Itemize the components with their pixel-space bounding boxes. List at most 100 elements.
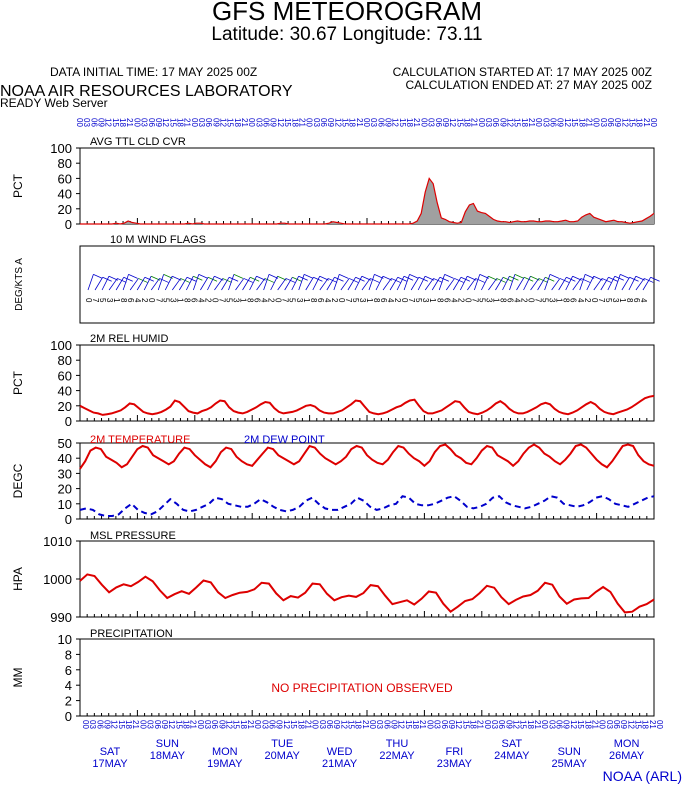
time-label-bottom: 21 bbox=[476, 720, 485, 729]
wind-barb bbox=[192, 274, 200, 291]
time-label-top: 03 bbox=[82, 118, 91, 127]
cloud-cover-line bbox=[80, 177, 655, 225]
wind-barb bbox=[368, 274, 375, 291]
time-label-bottom: 21 bbox=[418, 720, 427, 729]
time-label-top: 21 bbox=[412, 118, 421, 127]
time-label-top: 18 bbox=[577, 118, 586, 127]
time-label-bottom: 18 bbox=[239, 720, 248, 729]
wind-barb-flag bbox=[303, 274, 314, 279]
time-label-top: 03 bbox=[140, 118, 149, 127]
time-label-top: 09 bbox=[211, 118, 220, 127]
time-label-top: 03 bbox=[254, 118, 263, 127]
time-label-top: 06 bbox=[434, 118, 443, 127]
wind-barb bbox=[157, 274, 165, 291]
wind-speed-label: 1 bbox=[618, 298, 627, 303]
wind-speed-label: 6 bbox=[189, 298, 198, 303]
time-label-top: 15 bbox=[283, 118, 292, 127]
wind-barb bbox=[263, 274, 270, 291]
page-title: GFS METEOROGRAM bbox=[211, 0, 483, 26]
wind-barb bbox=[558, 277, 567, 291]
time-label-top: 00 bbox=[305, 118, 314, 127]
wind-speed-label: 3 bbox=[548, 298, 557, 303]
day-date: 17MAY bbox=[92, 758, 128, 770]
y-tick-label: 80 bbox=[58, 353, 72, 368]
time-label-top: 21 bbox=[470, 118, 479, 127]
wind-barb bbox=[122, 274, 129, 291]
time-label-bottom: 21 bbox=[361, 720, 370, 729]
wind-speed-label: 2 bbox=[330, 298, 339, 303]
wind-barb-flag bbox=[334, 276, 344, 282]
time-label-bottom: 09 bbox=[332, 720, 341, 729]
panel-title-precip: PRECIPITATION bbox=[90, 628, 173, 640]
wind-speed-label: 4 bbox=[323, 298, 332, 303]
y-tick-label: 990 bbox=[50, 610, 72, 625]
wind-barb bbox=[467, 278, 476, 291]
time-label-top: 06 bbox=[204, 118, 213, 127]
panel-title-wind: 10 M WIND FLAGS bbox=[110, 234, 206, 246]
time-label-bottom: 06 bbox=[440, 720, 449, 729]
date-label: SAT 24MAY bbox=[487, 738, 537, 762]
wind-barb bbox=[214, 278, 224, 291]
time-label-bottom: 09 bbox=[562, 720, 571, 729]
time-label-top: 00 bbox=[132, 118, 141, 127]
time-label-top: 21 bbox=[297, 118, 306, 127]
time-label-bottom: 09 bbox=[103, 720, 112, 729]
wind-barb bbox=[382, 278, 392, 291]
wind-barb bbox=[565, 276, 573, 291]
wind-barb bbox=[502, 276, 510, 291]
wind-barb bbox=[354, 276, 363, 291]
wind-speed-label: 0 bbox=[210, 298, 219, 303]
y-axis-label-4: HPA bbox=[11, 567, 25, 591]
wind-speed-label: 7 bbox=[217, 298, 226, 303]
wind-speed-label: 6 bbox=[379, 298, 388, 303]
wind-speed-label: 5 bbox=[225, 298, 234, 303]
wind-speed-label: 4 bbox=[639, 298, 648, 303]
wind-barb-flag bbox=[93, 274, 103, 279]
wind-barb-flag bbox=[514, 274, 525, 279]
wind-barb bbox=[481, 276, 489, 291]
time-label-bottom: 12 bbox=[339, 720, 348, 729]
y-tick-label: 6 bbox=[65, 663, 72, 678]
wind-barb bbox=[523, 276, 531, 291]
y-tick-label: 10 bbox=[58, 497, 72, 512]
time-label-bottom: 00 bbox=[368, 720, 377, 729]
wind-barb-flag bbox=[549, 274, 560, 279]
y-tick-label: 100 bbox=[50, 338, 72, 353]
wind-speed-label: 5 bbox=[351, 298, 360, 303]
wind-speed-label: 0 bbox=[400, 298, 409, 303]
wind-barb-flag bbox=[475, 278, 485, 283]
wind-barb bbox=[319, 278, 329, 291]
time-label-top: 21 bbox=[355, 118, 364, 127]
wind-barb bbox=[417, 276, 426, 291]
day-of-week: SAT bbox=[99, 746, 121, 758]
wind-speed-label: 8 bbox=[182, 298, 191, 303]
wind-barb bbox=[256, 278, 266, 291]
wind-barb bbox=[249, 276, 257, 291]
time-label-top: 09 bbox=[326, 118, 335, 127]
time-label-bottom: 03 bbox=[260, 720, 269, 729]
wind-barb-flag bbox=[233, 274, 244, 279]
y-tick-label: 20 bbox=[58, 202, 72, 217]
y-axis-label-1: DEG/KTS A bbox=[14, 258, 25, 311]
time-label-top: 21 bbox=[240, 118, 249, 127]
time-label-top: 15 bbox=[226, 118, 235, 127]
time-label-bottom: 18 bbox=[296, 720, 305, 729]
time-label-top: 03 bbox=[312, 118, 321, 127]
wind-barb bbox=[403, 274, 410, 291]
wind-speed-label: 5 bbox=[288, 298, 297, 303]
wind-speed-label: 1 bbox=[491, 298, 500, 303]
wind-barb-flag bbox=[545, 276, 555, 282]
wind-barb bbox=[340, 278, 350, 291]
panel-frame-5 bbox=[79, 638, 655, 717]
panel-frame-1 bbox=[79, 245, 655, 324]
time-label-top: 15 bbox=[398, 118, 407, 127]
time-label-top: 03 bbox=[484, 118, 493, 127]
temperature-line bbox=[79, 443, 655, 470]
wind-barb bbox=[361, 278, 371, 291]
time-label-top: 03 bbox=[369, 118, 378, 127]
day-date: 21MAY bbox=[321, 758, 358, 770]
legend-dewpoint: 2M DEW POINT bbox=[244, 434, 325, 446]
time-label-top: 12 bbox=[333, 118, 342, 127]
date-label: SUN 25MAY bbox=[544, 746, 594, 770]
time-label-bottom: 12 bbox=[397, 720, 406, 729]
